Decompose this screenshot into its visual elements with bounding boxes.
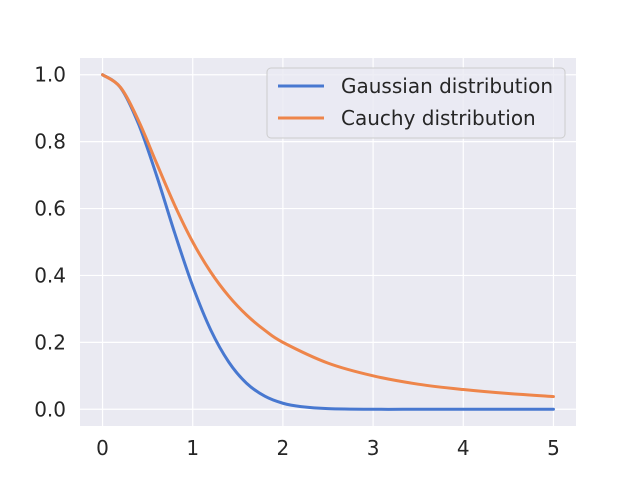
y-tick-label: 0.4 bbox=[34, 263, 66, 287]
legend-box bbox=[266, 67, 566, 139]
legend: Gaussian distribution Cauchy distributio… bbox=[266, 67, 566, 139]
series-line-cauchy bbox=[101, 73, 555, 399]
series-line-gaussian bbox=[101, 73, 555, 411]
x-tick-label: 2 bbox=[277, 436, 290, 460]
x-tick-label: 1 bbox=[186, 436, 199, 460]
y-tick-label: 1.0 bbox=[34, 63, 66, 87]
x-tick-label: 4 bbox=[457, 436, 470, 460]
y-tick-label: 0.0 bbox=[34, 397, 66, 421]
x-tick-label: 0 bbox=[96, 436, 109, 460]
legend-label-gaussian: Gaussian distribution bbox=[341, 74, 553, 98]
tick-labels: 0 1 2 3 4 5 0.0 0.2 0.4 0.6 0.8 1.0 bbox=[34, 63, 560, 460]
y-tick-label: 0.8 bbox=[34, 130, 66, 154]
x-tick-label: 3 bbox=[367, 436, 380, 460]
y-tick-label: 0.2 bbox=[34, 330, 66, 354]
x-tick-label: 5 bbox=[547, 436, 560, 460]
series-layer bbox=[101, 73, 555, 411]
legend-label-cauchy: Cauchy distribution bbox=[341, 106, 536, 130]
y-tick-label: 0.6 bbox=[34, 197, 66, 221]
